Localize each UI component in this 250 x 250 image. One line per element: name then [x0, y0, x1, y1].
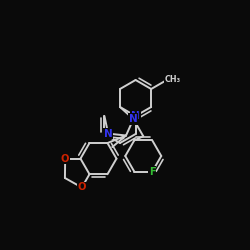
Text: N: N	[131, 111, 140, 121]
Text: CH₃: CH₃	[165, 74, 181, 84]
Text: N: N	[129, 114, 138, 124]
Text: O: O	[78, 182, 86, 192]
Text: O: O	[61, 154, 70, 164]
Text: N: N	[104, 128, 112, 138]
Text: F: F	[149, 166, 156, 176]
